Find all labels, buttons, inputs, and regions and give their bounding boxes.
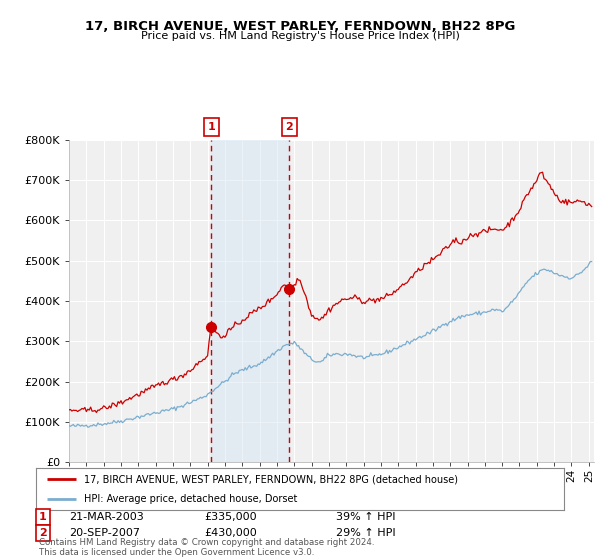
Text: 21-MAR-2003: 21-MAR-2003 [69,512,144,522]
Text: 20-SEP-2007: 20-SEP-2007 [69,528,140,538]
Text: HPI: Average price, detached house, Dorset: HPI: Average price, detached house, Dors… [83,494,297,504]
Text: £430,000: £430,000 [204,528,257,538]
Text: 39% ↑ HPI: 39% ↑ HPI [336,512,395,522]
Text: 1: 1 [39,512,47,522]
Bar [211,140,289,462]
Text: 2: 2 [286,122,293,132]
Text: 17, BIRCH AVENUE, WEST PARLEY, FERNDOWN, BH22 8PG (detached house): 17, BIRCH AVENUE, WEST PARLEY, FERNDOWN,… [83,474,458,484]
Text: 1: 1 [208,122,215,132]
Text: 29% ↑ HPI: 29% ↑ HPI [336,528,395,538]
Text: 2: 2 [39,528,47,538]
Text: 17, BIRCH AVENUE, WEST PARLEY, FERNDOWN, BH22 8PG: 17, BIRCH AVENUE, WEST PARLEY, FERNDOWN,… [85,20,515,32]
Text: Contains HM Land Registry data © Crown copyright and database right 2024.
This d: Contains HM Land Registry data © Crown c… [39,538,374,557]
Text: Price paid vs. HM Land Registry's House Price Index (HPI): Price paid vs. HM Land Registry's House … [140,31,460,41]
Text: £335,000: £335,000 [204,512,257,522]
